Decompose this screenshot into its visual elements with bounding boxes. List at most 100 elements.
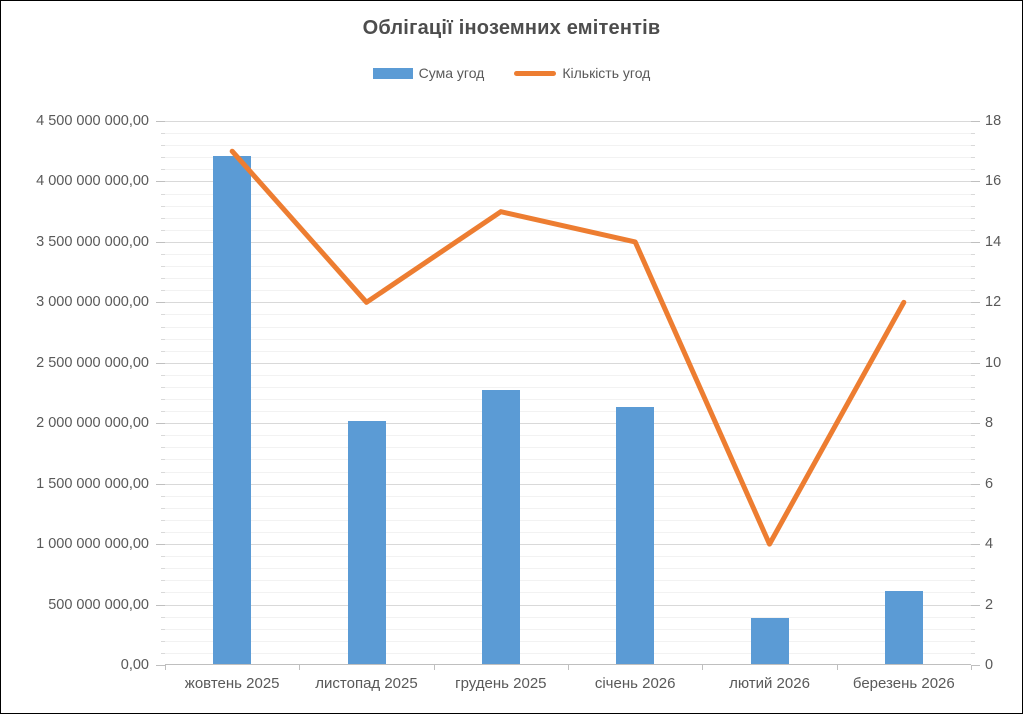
left-axis-tick — [161, 386, 165, 388]
minor-gridline — [165, 628, 971, 630]
minor-gridline — [165, 386, 971, 388]
right-axis-tick — [971, 290, 975, 292]
right-axis-tick — [971, 652, 975, 654]
left-axis-tick — [161, 133, 165, 135]
right-axis-tick — [971, 169, 975, 171]
right-axis-tick-label: 14 — [985, 233, 1002, 250]
left-axis-tick — [161, 640, 165, 642]
x-axis-label: жовтень 2025 — [184, 675, 280, 692]
left-axis-tick-label: 0,00 — [120, 657, 149, 673]
left-axis-tick — [161, 628, 165, 630]
left-axis-tick — [161, 169, 165, 171]
left-axis-tick — [156, 604, 165, 606]
minor-gridline — [165, 399, 971, 401]
left-axis-tick — [161, 447, 165, 449]
right-axis-tick — [971, 181, 980, 183]
category-axis-tick — [702, 665, 704, 670]
chart-title: Облігації іноземних емітентів — [362, 17, 661, 39]
left-axis-tick — [161, 592, 165, 594]
right-axis-tick — [971, 253, 975, 255]
left-axis-tick — [161, 193, 165, 195]
right-axis-tick — [971, 157, 975, 159]
right-axis-tick-label: 6 — [985, 475, 994, 492]
bar-лютий 2026 — [750, 618, 789, 664]
right-axis-tick — [971, 229, 975, 231]
legend-item-bar-series: Сума угод — [372, 65, 484, 81]
category-axis-tick — [299, 665, 301, 670]
right-axis-tick — [971, 423, 980, 425]
right-axis-tick — [971, 532, 975, 534]
right-axis-tick — [971, 640, 975, 642]
left-axis-tick — [161, 278, 165, 280]
minor-gridline — [165, 217, 971, 219]
major-gridline — [165, 302, 971, 304]
minor-gridline — [165, 556, 971, 558]
minor-gridline — [165, 326, 971, 328]
legend: Сума угод Кількість угод — [1, 65, 1022, 81]
left-axis-tick-label: 4 500 000 000,00 — [36, 113, 149, 129]
left-axis-tick — [161, 495, 165, 497]
right-axis-tick — [971, 580, 975, 582]
left-axis-tick — [161, 435, 165, 437]
minor-gridline — [165, 314, 971, 316]
left-axis-tick — [161, 266, 165, 268]
minor-gridline — [165, 592, 971, 594]
category-axis-tick — [836, 665, 838, 670]
category-axis-tick — [433, 665, 435, 670]
category-axis-tick — [971, 665, 972, 670]
minor-gridline — [165, 350, 971, 352]
minor-gridline — [165, 253, 971, 255]
major-gridline — [165, 181, 971, 183]
major-gridline — [165, 362, 971, 364]
minor-gridline — [165, 290, 971, 292]
x-axis-label: листопад 2025 — [315, 675, 418, 692]
right-axis-tick — [971, 495, 975, 497]
right-axis-tick — [971, 217, 975, 219]
major-gridline — [165, 241, 971, 243]
right-axis-tick — [971, 507, 975, 509]
right-axis-tick — [971, 302, 980, 304]
right-axis-tick — [971, 592, 975, 594]
right-axis-tick — [971, 350, 975, 352]
right-axis-tick — [971, 314, 975, 316]
major-gridline — [165, 121, 971, 122]
right-axis-tick-label: 16 — [985, 173, 1002, 190]
minor-gridline — [165, 435, 971, 437]
minor-gridline — [165, 652, 971, 654]
left-axis-tick — [161, 253, 165, 255]
left-axis-tick-label: 1 000 000 000,00 — [36, 536, 149, 553]
right-axis-tick-label: 12 — [985, 294, 1002, 311]
right-axis-tick — [971, 604, 980, 606]
right-axis-tick — [971, 471, 975, 473]
left-axis-tick — [156, 362, 165, 364]
major-gridline — [165, 483, 971, 485]
left-axis-tick — [161, 652, 165, 654]
minor-gridline — [165, 278, 971, 280]
minor-gridline — [165, 640, 971, 642]
right-axis-tick — [971, 459, 975, 461]
bar-листопад 2025 — [347, 421, 386, 664]
minor-gridline — [165, 133, 971, 135]
minor-gridline — [165, 495, 971, 497]
minor-gridline — [165, 568, 971, 570]
right-axis-tick — [971, 374, 975, 376]
category-axis-tick — [165, 665, 166, 670]
x-axis-label: січень 2026 — [594, 675, 676, 692]
left-axis-tick — [161, 374, 165, 376]
right-axis-tick — [971, 133, 975, 135]
right-axis-tick — [971, 544, 980, 546]
x-axis-label: грудень 2025 — [455, 675, 547, 692]
minor-gridline — [165, 338, 971, 340]
minor-gridline — [165, 616, 971, 618]
left-axis-tick — [161, 519, 165, 521]
left-axis-tick-label: 1 500 000 000,00 — [36, 475, 149, 492]
left-axis-tick — [161, 532, 165, 534]
right-axis-tick — [971, 519, 975, 521]
minor-gridline — [165, 447, 971, 449]
left-axis-tick-label: 3 500 000 000,00 — [36, 233, 149, 250]
right-axis-tick — [971, 362, 980, 364]
left-axis-tick — [161, 217, 165, 219]
left-axis-tick — [156, 241, 165, 243]
legend-label-line-series: Кількість угод — [562, 65, 651, 81]
left-axis-tick — [161, 459, 165, 461]
